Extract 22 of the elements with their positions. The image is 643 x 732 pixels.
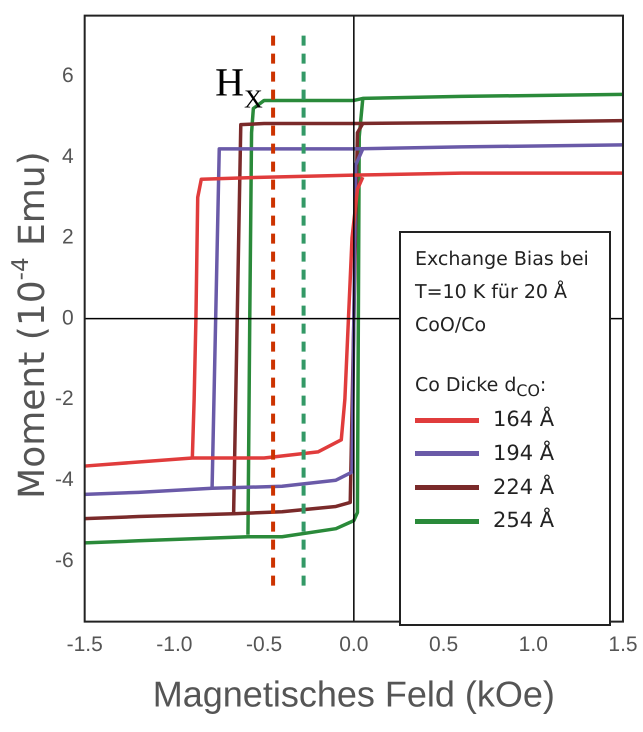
y-tick-label: 2 [62, 226, 74, 249]
x-tick-label: -0.5 [246, 632, 282, 656]
legend-title: Co Dicke d$_{CO}$: [415, 373, 548, 402]
legend-label: 224 Å [493, 474, 554, 501]
y-tick-label: -6 [54, 548, 74, 572]
x-tick-label: -1.5 [66, 632, 103, 656]
y-axis-title: Moment (10-4 Emu) [8, 151, 53, 499]
y-tick-label: -2 [54, 387, 74, 410]
x-tick-label: 0.0 [339, 632, 368, 656]
annotation: Exchange Bias bei T=10 K für 20 Å CoO/Co [415, 246, 590, 338]
y-tick-label: -4 [54, 468, 74, 491]
x-tick-label: 1.5 [608, 632, 638, 656]
legend-label: 194 Å [493, 440, 554, 468]
y-tick-label: 4 [62, 144, 74, 168]
y-tick-label: 6 [62, 64, 74, 87]
y-tick-label: 0 [62, 306, 74, 330]
x-tick-label: -1.0 [156, 632, 192, 656]
legend-label: 164 Å [493, 406, 554, 434]
legend-label: 254 Å [493, 506, 554, 534]
x-tick-label: 0.5 [428, 632, 458, 656]
x-tick-label: 1.0 [518, 632, 548, 656]
x-axis-title: Magnetisches Feld (kOe) [152, 673, 555, 714]
